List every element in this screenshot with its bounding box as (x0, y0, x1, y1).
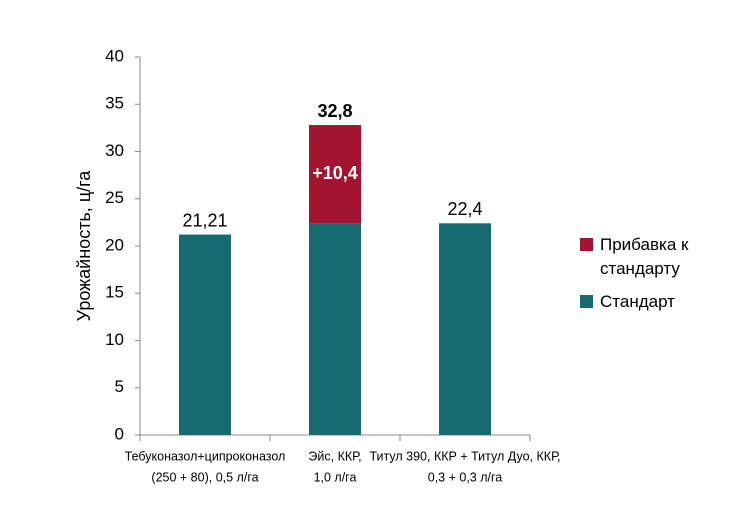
x-tick-label: 0,3 + 0,3 л/га (428, 470, 503, 484)
y-tick-label: 35 (105, 94, 124, 113)
legend-label: Прибавка к стандарту (600, 235, 689, 278)
legend-label: Стандарт (600, 292, 675, 311)
y-tick-label: 40 (105, 46, 124, 65)
y-tick-label: 0 (115, 424, 124, 443)
x-tick-label: 1,0 л/га (314, 470, 357, 484)
bar-segment (309, 223, 361, 435)
bar-segment (309, 125, 361, 224)
value-label: 22,4 (447, 199, 482, 219)
y-axis-label: Урожайность, ц/га (74, 170, 94, 322)
x-tick-label: Эйс, ККР, (308, 449, 361, 463)
total-label: 32,8 (317, 101, 352, 121)
y-tick-label: 20 (105, 235, 124, 254)
y-tick-label: 15 (105, 283, 124, 302)
bar-segment (439, 223, 491, 435)
y-tick-label: 10 (105, 330, 124, 349)
value-label: +10,4 (312, 163, 358, 183)
legend-marker (580, 295, 593, 308)
value-label: 21,21 (182, 210, 227, 230)
x-tick-label: Тебуконазол+ципроконазол (125, 449, 286, 463)
y-tick-label: 5 (115, 377, 124, 396)
x-tick-label: (250 + 80), 0,5 л/га (151, 470, 258, 484)
y-tick-label: 30 (105, 141, 124, 160)
y-tick-label: 25 (105, 188, 124, 207)
legend-marker (580, 238, 593, 251)
x-tick-label: Титул 390, ККР + Титул Дуо, ККР, (369, 449, 560, 463)
bar-segment (179, 234, 231, 435)
